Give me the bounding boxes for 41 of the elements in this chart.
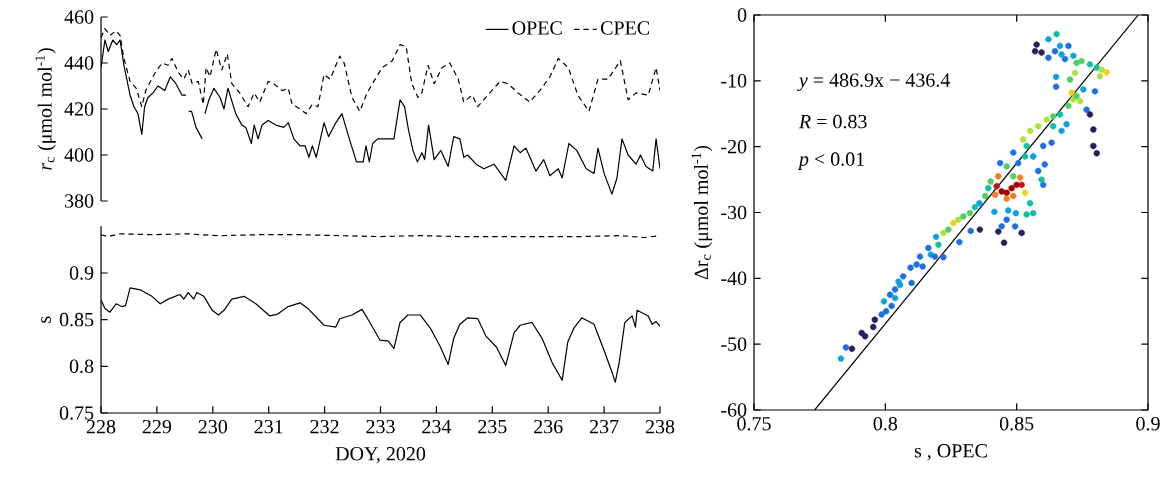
x-tick-label: 232 bbox=[310, 419, 339, 434]
annotation: p < 0.01 bbox=[797, 152, 864, 170]
y-tick-label: 0.9 bbox=[69, 266, 94, 280]
x-tick-label: 230 bbox=[198, 419, 228, 434]
y-axis-title: s bbox=[41, 316, 51, 323]
x-axis-title: DOY, 2020 bbox=[335, 447, 426, 464]
y-tick-label: 440 bbox=[64, 56, 94, 70]
y-tick-label: 0 bbox=[737, 8, 747, 22]
x-tick-label: 0.8 bbox=[873, 416, 898, 431]
x-tick-label: 0.75 bbox=[737, 416, 771, 431]
legend-label: OPEC bbox=[512, 21, 562, 35]
y-tick-label: 0.85 bbox=[59, 312, 94, 327]
y-tick-label: 0.8 bbox=[69, 359, 94, 374]
x-tick-label: 236 bbox=[534, 419, 563, 434]
legend-label: CPEC bbox=[600, 21, 650, 35]
y-tick-label: -60 bbox=[721, 403, 747, 417]
y-tick-label: -10 bbox=[721, 74, 747, 88]
x-tick-label: 237 bbox=[589, 419, 619, 434]
y-tick-label: -40 bbox=[721, 271, 747, 286]
x-tick-label: 238 bbox=[645, 419, 675, 434]
y-tick-label: 460 bbox=[64, 10, 94, 24]
y-tick-label: 400 bbox=[64, 148, 94, 162]
y-tick-label: -20 bbox=[721, 139, 747, 154]
x-tick-label: 229 bbox=[142, 419, 172, 434]
y-tick-label: 420 bbox=[64, 102, 94, 116]
y-tick-label: 0.75 bbox=[59, 406, 94, 420]
x-tick-label: 228 bbox=[86, 419, 116, 434]
x-tick-label: 0.9 bbox=[1136, 416, 1160, 431]
x-tick-label: 235 bbox=[478, 419, 507, 434]
x-tick-label: 231 bbox=[254, 419, 283, 434]
x-tick-label: 0.85 bbox=[999, 416, 1034, 431]
y-tick-label: -50 bbox=[721, 337, 747, 351]
y-tick-label: 380 bbox=[65, 194, 94, 208]
y-tick-label: -30 bbox=[721, 205, 747, 220]
y-axis-title: Δr$_{c}$ (μmol mol$^{-1}$) bbox=[691, 145, 713, 280]
annotation: R = 0.83 bbox=[798, 114, 867, 129]
x-tick-label: 233 bbox=[366, 419, 395, 434]
y-axis-title: r$_{c}$ (μmol mol$^{-1}$) bbox=[35, 48, 56, 170]
x-axis-title: s , OPEC bbox=[914, 444, 987, 461]
annotation: y = 486.9x − 436.4 bbox=[797, 73, 951, 91]
x-tick-label: 234 bbox=[422, 419, 452, 434]
